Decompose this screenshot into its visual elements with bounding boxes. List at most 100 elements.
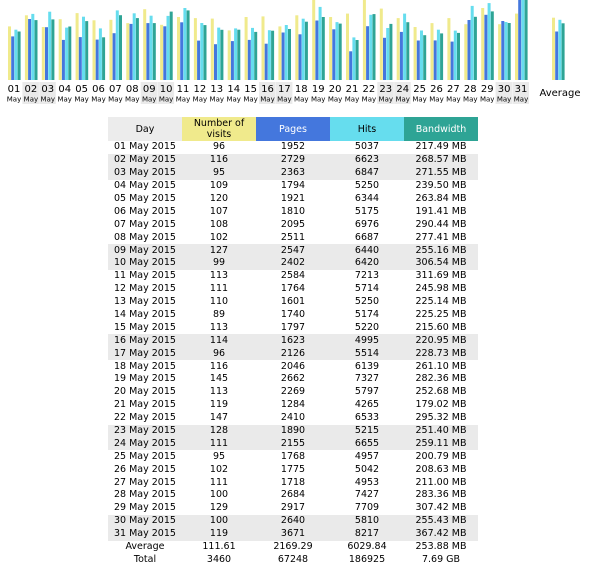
cell-hits: 5215 — [330, 424, 404, 438]
cell-day: 27 May 2015 — [114, 476, 176, 488]
cell-bandwidth: 282.36 MB — [415, 373, 467, 385]
x-tick-month: May — [345, 96, 359, 104]
cell-hits: 6687 — [354, 231, 380, 243]
table-row: 26 May 2015 102 1775 5042 208.63 MB — [108, 463, 478, 476]
total-bandwidth: 7.69 GB — [421, 553, 461, 565]
x-tick-day: 31 — [515, 84, 528, 95]
visits-bar — [515, 13, 518, 81]
table-row: 20 May 2015 113 2269 5797 252.68 MB — [108, 386, 478, 399]
visits-bar — [24, 15, 28, 80]
cell-hits: 7327 — [354, 373, 380, 385]
cell-hits: 7213 — [354, 270, 380, 282]
hits-bar — [318, 6, 322, 80]
table-row: 21 May 2015 119 1284 4265 179.02 MB — [108, 399, 478, 412]
cell-hits: 6420 — [330, 257, 404, 270]
x-tick-month: May — [480, 96, 494, 104]
cell-visits: 113 — [209, 270, 229, 282]
cell-pages: 1718 — [280, 476, 306, 488]
x-tick-month: May — [125, 96, 139, 104]
cell-bandwidth: 277.41 MB — [415, 231, 467, 243]
table-row: 08 May 2015 102 2511 6687 277.41 MB — [108, 231, 478, 244]
x-tick-day: 02 — [25, 84, 38, 95]
cell-hits: 4995 — [330, 334, 404, 348]
bandwidth-bar — [68, 26, 72, 80]
pages-bar — [433, 40, 437, 80]
cell-day: 28 May 2015 — [114, 489, 176, 501]
total-visits: 3460 — [206, 553, 232, 565]
average-pages: 2169.29 — [273, 541, 313, 553]
cell-visits: 96 — [212, 141, 226, 153]
visits-bar — [8, 26, 11, 80]
table-row: 22 May 2015 147 2410 6533 295.32 MB — [108, 412, 478, 425]
pages-bar — [484, 14, 488, 80]
pages-bar — [112, 33, 116, 80]
table-row: 02 May 2015 116 2729 6623 268.57 MB — [108, 153, 478, 167]
cell-bandwidth: 215.60 MB — [415, 321, 467, 333]
cell-pages: 2269 — [280, 386, 306, 398]
cell-visits: 127 — [182, 244, 256, 258]
visits-bar — [160, 24, 164, 80]
x-tick-month: May — [379, 96, 393, 104]
weekend-label-background — [275, 82, 293, 104]
cell-bandwidth: 295.32 MB — [415, 412, 467, 424]
cell-day: 21 May 2015 — [114, 399, 176, 411]
x-tick-month: May — [463, 96, 477, 104]
table-row: 03 May 2015 95 2363 6847 271.55 MB — [108, 166, 478, 180]
pages-bar — [349, 51, 353, 80]
table-header-row: Day Number of visits Pages Hits Bandwidt… — [108, 117, 478, 141]
cell-bandwidth: 200.79 MB — [415, 450, 467, 462]
hits-bar — [183, 8, 187, 80]
pages-bar — [332, 29, 336, 80]
x-tick-month: May — [412, 96, 426, 104]
weekend-label-background — [394, 82, 411, 104]
pages-bar — [28, 19, 32, 80]
bandwidth-bar — [524, 0, 528, 80]
cell-day: 18 May 2015 — [114, 360, 176, 372]
x-tick-month: May — [294, 96, 308, 104]
x-tick-month: May — [142, 96, 156, 104]
cell-bandwidth: 255.43 MB — [404, 514, 478, 528]
cell-hits: 5220 — [354, 321, 380, 333]
x-tick-month: May — [429, 96, 443, 104]
pages-bar — [214, 44, 217, 80]
x-tick-day: 14 — [227, 84, 240, 95]
x-tick-day: 11 — [177, 84, 190, 95]
table-row: 19 May 2015 145 2662 7327 282.36 MB — [108, 373, 478, 386]
cell-day: 06 May 2015 — [114, 205, 176, 217]
cell-pages: 1810 — [280, 205, 306, 217]
cell-visits: 114 — [182, 334, 256, 348]
bandwidth-bar — [152, 23, 156, 81]
cell-bandwidth: 211.00 MB — [415, 476, 467, 488]
x-tick-month: May — [243, 96, 257, 104]
hits-bar — [284, 25, 288, 80]
x-tick-month: May — [446, 96, 460, 104]
cell-pages: 1764 — [280, 283, 306, 295]
visits-bar — [210, 18, 214, 81]
cell-bandwidth: 307.42 MB — [415, 502, 467, 514]
x-tick-month: May — [91, 96, 105, 104]
pages-bar — [45, 27, 48, 80]
bandwidth-bar — [220, 29, 224, 80]
cell-day: 16 May 2015 — [108, 334, 182, 348]
cell-bandwidth: 311.69 MB — [415, 270, 467, 282]
table-row: 10 May 2015 99 2402 6420 306.54 MB — [108, 257, 478, 270]
pages-bar — [518, 0, 522, 80]
cell-pages: 1601 — [280, 296, 306, 308]
visits-bar — [278, 26, 282, 80]
table-row: 29 May 2015 129 2917 7709 307.42 MB — [108, 502, 478, 515]
visits-bar — [295, 15, 299, 80]
bandwidth-bar — [423, 35, 427, 80]
weekend-label-background — [157, 82, 175, 104]
cell-hits: 4953 — [354, 476, 380, 488]
cell-hits: 6139 — [354, 360, 380, 372]
cell-pages: 2046 — [280, 360, 306, 372]
x-tick-month: May — [193, 96, 207, 104]
bandwidth-bar — [338, 23, 342, 81]
bandwidth-bar — [51, 19, 55, 80]
visits-bar — [379, 8, 383, 81]
visits-bar — [244, 17, 248, 80]
x-tick-month: May — [395, 96, 409, 104]
total-hits: 186925 — [348, 553, 386, 565]
table-row: 14 May 2015 89 1740 5174 225.25 MB — [108, 309, 478, 322]
hits-bar — [436, 29, 440, 80]
